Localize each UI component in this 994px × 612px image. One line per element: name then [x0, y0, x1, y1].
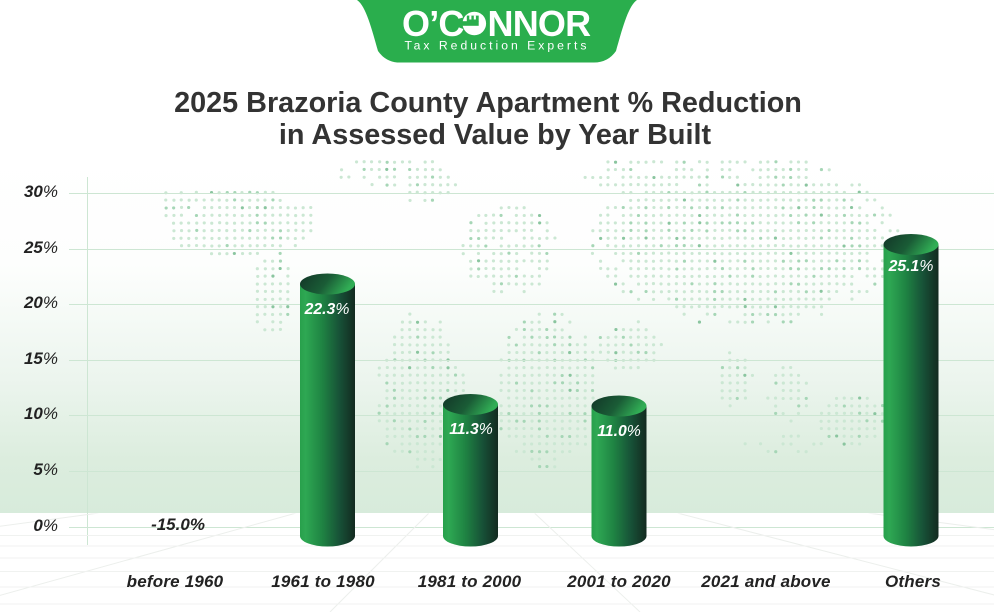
svg-text:Tax Reduction Experts: Tax Reduction Experts — [405, 39, 590, 53]
svg-text:O’C: O’C — [402, 3, 464, 44]
svg-text:NNOR: NNOR — [488, 3, 592, 44]
